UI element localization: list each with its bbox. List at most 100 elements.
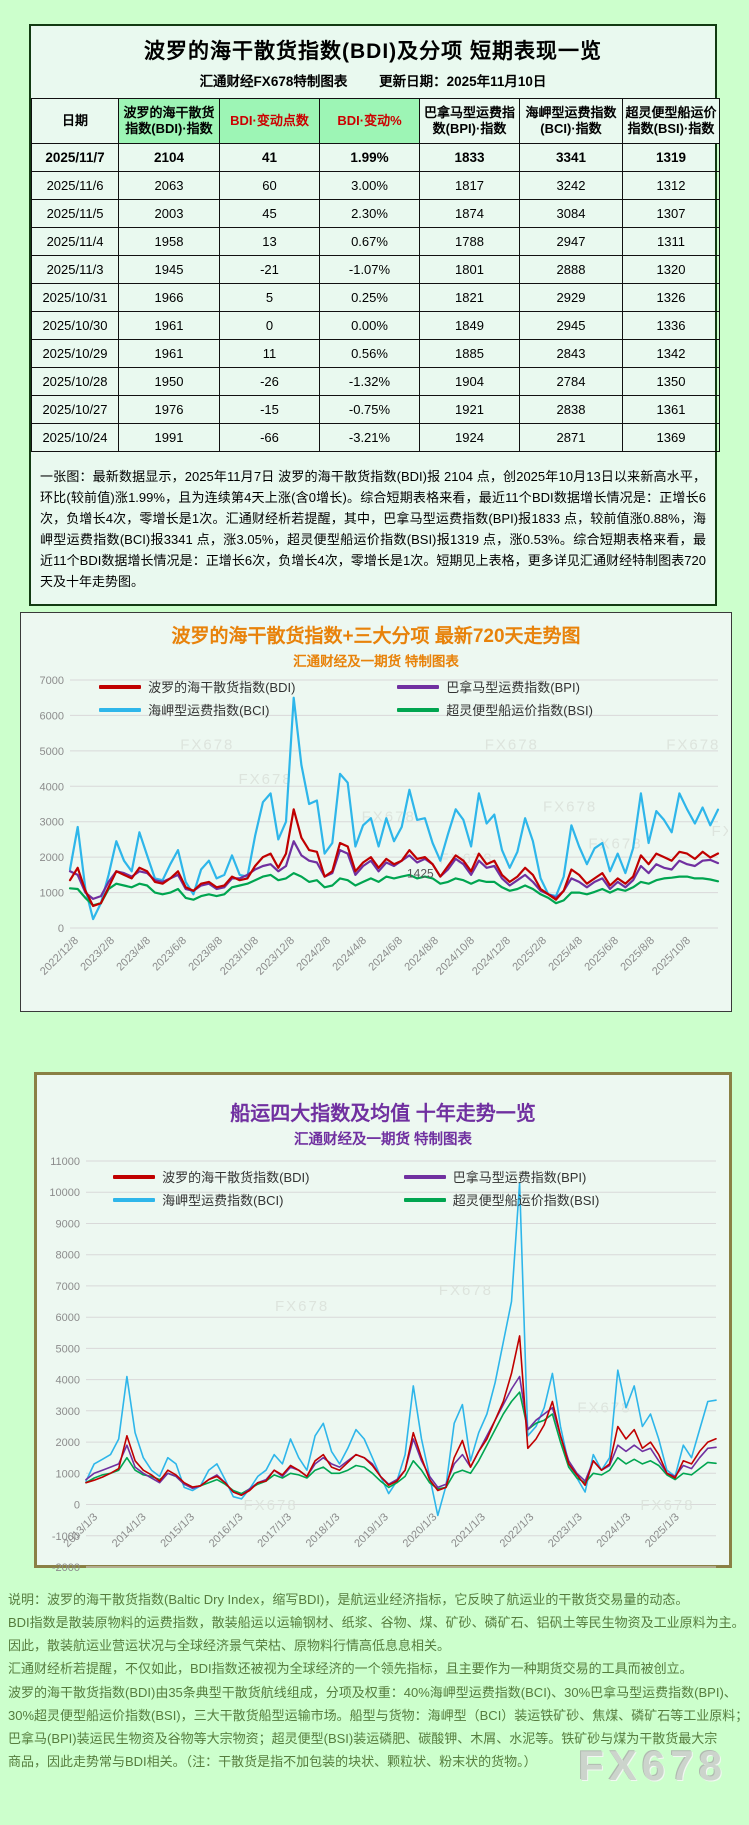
column-header: 海岬型运费指数(BCI)·指数 bbox=[519, 98, 623, 144]
table-cell: 2025/10/30 bbox=[31, 311, 119, 340]
table-cell: 1976 bbox=[118, 395, 220, 424]
table-subtitle: 汇通财经FX678特制图表 更新日期：2025年11月10日 bbox=[31, 67, 715, 98]
series-line-bci bbox=[68, 696, 720, 921]
y-tick-label: 9000 bbox=[56, 1219, 80, 1231]
explanation-line: 汇通财经析若提醒，不仅如此，BDI指数还被视为全球经济的一个领先指标，且主要作为… bbox=[8, 1661, 693, 1677]
table-cell: 2.30% bbox=[319, 199, 420, 228]
chart720-subtitle: 汇通财经及一期货 特制图表 bbox=[293, 654, 459, 669]
table-cell: 1336 bbox=[622, 311, 720, 340]
table-cell: 1924 bbox=[419, 423, 520, 452]
table-cell: 0.56% bbox=[319, 339, 420, 368]
table-cell: 2025/10/31 bbox=[31, 283, 119, 312]
x-tick-label: 2023/2/8 bbox=[78, 935, 117, 974]
y-tick-label: 2000 bbox=[40, 852, 64, 864]
column-header: 超灵便型船运价指数(BSI)·指数 bbox=[622, 98, 720, 144]
y-tick-label: 0 bbox=[58, 923, 64, 935]
short-term-table-card: 波罗的海干散货指数(BDI)及分项 短期表现一览 汇通财经FX678特制图表 更… bbox=[29, 24, 720, 607]
chart-watermark: FX678 bbox=[577, 1400, 631, 1417]
series-line-bci bbox=[85, 1182, 717, 1517]
y-tick-label: 4000 bbox=[56, 1375, 80, 1387]
table-cell: 1991 bbox=[118, 423, 220, 452]
y-tick-label: 5000 bbox=[56, 1343, 80, 1355]
table-cell: 1307 bbox=[622, 199, 720, 228]
x-tick-label: 2014/1/3 bbox=[110, 1511, 149, 1550]
chart-watermark: FX678 bbox=[666, 736, 720, 753]
explanation-line: BDI指数是散装原物料的运费指数，散装船运以运输钢材、纸浆、谷物、煤、矿砂、磷矿… bbox=[8, 1615, 745, 1631]
y-tick-label: 3000 bbox=[40, 817, 64, 829]
chart-watermark: FX678 bbox=[180, 736, 234, 753]
x-tick-label: 2024/2/8 bbox=[294, 935, 333, 974]
y-tick-label: 4000 bbox=[40, 781, 64, 793]
table-cell: 1311 bbox=[622, 227, 720, 256]
table-cell: 2025/10/29 bbox=[31, 339, 119, 368]
x-tick-label: 2015/1/3 bbox=[158, 1511, 197, 1550]
column-header: BDI·变动点数 bbox=[219, 98, 320, 144]
series-line-bpi bbox=[68, 840, 720, 900]
y-tick-label: -2000 bbox=[52, 1562, 80, 1574]
table-cell: 1833 bbox=[419, 143, 520, 172]
chart720-title: 波罗的海干散货指数+三大分项 最新720天走势图 bbox=[171, 626, 581, 647]
table-cell: 1326 bbox=[622, 283, 720, 312]
table-cell: 1369 bbox=[622, 423, 720, 452]
table-cell: 1874 bbox=[419, 199, 520, 228]
table-cell: 2063 bbox=[118, 171, 220, 200]
x-tick-label: 2017/1/3 bbox=[255, 1511, 294, 1550]
x-tick-label: 2025/4/8 bbox=[546, 935, 585, 974]
table-cell: 1.99% bbox=[319, 143, 420, 172]
table-cell: 1945 bbox=[118, 255, 220, 284]
table-subtitle-source: 汇通财经FX678特制图表 bbox=[199, 74, 348, 89]
table-cell: 1950 bbox=[118, 367, 220, 396]
table-row: 2025/10/30 1961 0 0.00% 1849 2945 1336 bbox=[31, 311, 720, 340]
table-cell: 2025/10/27 bbox=[31, 395, 119, 424]
bdi-summary-table: 日期 波罗的海干散货指数(BDI)·指数 BDI·变动点数 BDI·变动% 巴拿马型运费… bbox=[31, 98, 720, 452]
x-tick-label: 2022/12/8 bbox=[38, 935, 81, 978]
x-tick-label: 2024/1/3 bbox=[595, 1511, 634, 1550]
table-row: 2025/10/24 1991 -66 -3.21% 1924 2871 1369 bbox=[31, 423, 720, 452]
y-tick-label: 10000 bbox=[49, 1187, 80, 1199]
chart-watermark: FX678 bbox=[712, 823, 729, 840]
table-cell: 3084 bbox=[519, 199, 623, 228]
table-cell: -66 bbox=[219, 423, 320, 452]
table-row: 2025/10/29 1961 11 0.56% 1885 2843 1342 bbox=[31, 339, 720, 368]
chart-card-720day: 波罗的海干散货指数+三大分项 最新720天走势图 汇通财经及一期货 特制图表 波… bbox=[20, 612, 732, 1012]
table-cell: 1958 bbox=[118, 227, 220, 256]
table-cell: 2003 bbox=[118, 199, 220, 228]
table-cell: -21 bbox=[219, 255, 320, 284]
column-header: BDI·变动% bbox=[319, 98, 420, 144]
y-tick-label: -1000 bbox=[52, 1531, 80, 1543]
x-tick-label: 2018/1/3 bbox=[304, 1511, 343, 1550]
table-cell: 1904 bbox=[419, 367, 520, 396]
series-line-bsi bbox=[68, 872, 720, 907]
table-cell: 1312 bbox=[622, 171, 720, 200]
table-cell: 2871 bbox=[519, 423, 623, 452]
x-tick-label: 2023/12/8 bbox=[254, 935, 297, 978]
table-cell: 2929 bbox=[519, 283, 623, 312]
table-row: 2025/11/7 2104 41 1.99% 1833 3341 1319 bbox=[31, 143, 720, 172]
chart10y-subtitle: 汇通财经及一期货 特制图表 bbox=[293, 1132, 473, 1148]
y-tick-label: 2000 bbox=[56, 1437, 80, 1449]
table-cell: 0.00% bbox=[319, 311, 420, 340]
table-cell: 2843 bbox=[519, 339, 623, 368]
table-cell: 1817 bbox=[419, 171, 520, 200]
table-cell: 60 bbox=[219, 171, 320, 200]
table-cell: 1788 bbox=[419, 227, 520, 256]
chart-watermark: FX678 bbox=[439, 1282, 493, 1299]
table-cell: -26 bbox=[219, 367, 320, 396]
table-cell: 3.00% bbox=[319, 171, 420, 200]
series-line-bdi bbox=[68, 808, 720, 908]
x-tick-label: 2024/4/8 bbox=[330, 935, 369, 974]
table-cell: 2784 bbox=[519, 367, 623, 396]
explanation-line: 波罗的海干散货指数(BDI)由35条典型干散货航线组成，分项及权重：40%海岬型… bbox=[8, 1684, 737, 1700]
explanation-line: 巴拿马(BPI)装运民生物资及谷物等大宗物资；超灵便型(BSI)装运磷肥、碳酸钾… bbox=[8, 1730, 718, 1746]
y-tick-label: 5000 bbox=[40, 746, 64, 758]
table-cell: 5 bbox=[219, 283, 320, 312]
table-cell: 2025/11/6 bbox=[31, 171, 119, 200]
x-tick-label: 2025/6/8 bbox=[582, 935, 621, 974]
table-cell: 1849 bbox=[419, 311, 520, 340]
table-cell: 2104 bbox=[118, 143, 220, 172]
x-tick-label: 2025/1/3 bbox=[643, 1511, 682, 1550]
table-cell: 2838 bbox=[519, 395, 623, 424]
chart-watermark: FX678 bbox=[588, 836, 642, 853]
fx678-watermark: FX678 bbox=[578, 1742, 727, 1789]
table-cell: 2025/10/28 bbox=[31, 367, 119, 396]
